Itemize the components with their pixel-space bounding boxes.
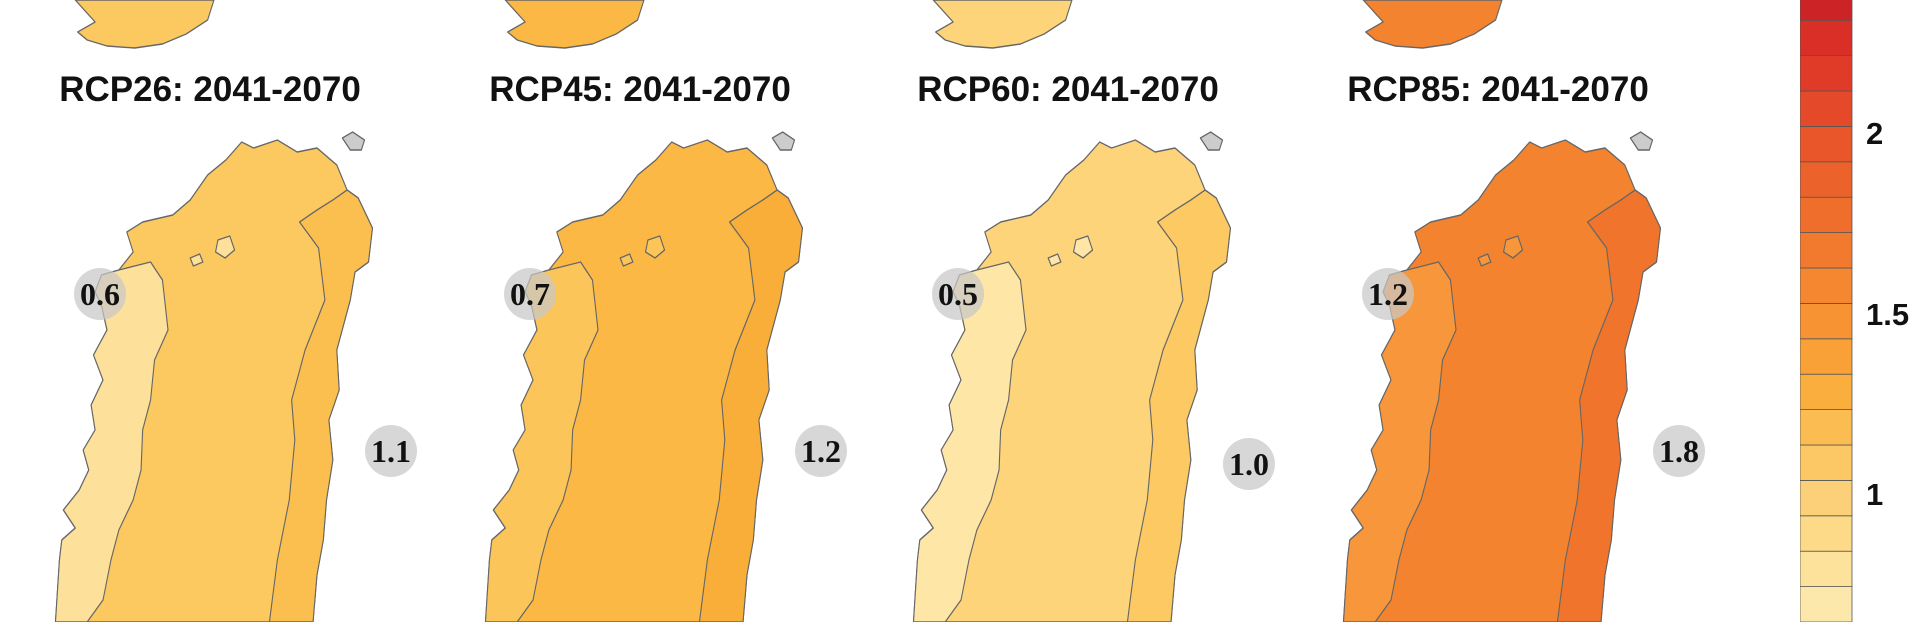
map-top-stub bbox=[1362, 0, 1503, 49]
west-value-marker: 1.2 bbox=[1362, 268, 1414, 320]
map-panel-3: RCP60: 2041-2070 0.5 1.0 bbox=[858, 0, 1278, 622]
lough-1 bbox=[214, 235, 236, 259]
colorbar-cell bbox=[1799, 444, 1853, 481]
legend-tick-2: 2 bbox=[1866, 116, 1884, 151]
colorbar-cell bbox=[1799, 55, 1853, 92]
west-value-marker: 0.6 bbox=[74, 268, 126, 320]
colorbar bbox=[1799, 0, 1853, 623]
east-contour-region bbox=[1126, 189, 1232, 622]
lough-1 bbox=[644, 235, 666, 259]
map-panel-4: RCP85: 2041-2070 1.2 1.8 bbox=[1288, 0, 1708, 622]
scotland-tip bbox=[1199, 131, 1224, 151]
colorbar-cell bbox=[1799, 161, 1853, 198]
east-contour-region bbox=[1556, 189, 1662, 622]
panel-title: RCP26: 2041-2070 bbox=[59, 70, 361, 109]
map-panel-2: RCP45: 2041-2070 0.7 1.2 bbox=[430, 0, 850, 622]
lough-2 bbox=[189, 253, 204, 267]
lough-2 bbox=[619, 253, 634, 267]
ireland-map bbox=[484, 0, 804, 622]
lough-2 bbox=[1047, 253, 1062, 267]
colorbar-cell bbox=[1799, 0, 1853, 21]
panel-title: RCP45: 2041-2070 bbox=[489, 70, 791, 109]
east-value-marker: 1.0 bbox=[1223, 438, 1275, 490]
panel-title: RCP85: 2041-2070 bbox=[1347, 70, 1649, 109]
colorbar-cell bbox=[1799, 302, 1853, 340]
map-top-stub bbox=[504, 0, 645, 49]
east-contour-region bbox=[268, 189, 374, 622]
east-contour-region bbox=[698, 189, 804, 622]
scotland-tip bbox=[341, 131, 366, 151]
colorbar-cell bbox=[1799, 196, 1853, 233]
colorbar-cell bbox=[1799, 550, 1853, 588]
west-value-marker: 0.7 bbox=[504, 268, 556, 320]
lough-1 bbox=[1502, 235, 1524, 259]
colorbar-legend: 2 1.5 1 bbox=[1799, 0, 1926, 623]
colorbar-cell bbox=[1799, 19, 1853, 57]
colorbar-cell bbox=[1799, 409, 1853, 446]
colorbar-cell bbox=[1799, 232, 1853, 269]
east-value-marker: 1.2 bbox=[795, 425, 847, 477]
east-value-marker: 1.8 bbox=[1653, 425, 1705, 477]
colorbar-cell bbox=[1799, 586, 1853, 623]
ireland-map bbox=[54, 0, 374, 622]
lough-1 bbox=[1072, 235, 1094, 259]
east-value-marker: 1.1 bbox=[365, 425, 417, 477]
colorbar-cell bbox=[1799, 373, 1853, 411]
colorbar-cell bbox=[1799, 267, 1853, 304]
map-panel-1: RCP26: 2041-2070 0.6 1.1 bbox=[0, 0, 420, 622]
colorbar-cell bbox=[1799, 515, 1853, 552]
scotland-tip bbox=[771, 131, 796, 151]
map-top-stub bbox=[932, 0, 1073, 49]
colorbar-cell bbox=[1799, 126, 1853, 163]
ireland-map bbox=[1342, 0, 1662, 622]
lough-2 bbox=[1477, 253, 1492, 267]
west-value-marker: 0.5 bbox=[932, 268, 984, 320]
map-top-stub bbox=[74, 0, 215, 49]
colorbar-cell bbox=[1799, 479, 1853, 517]
colorbar-cell bbox=[1799, 338, 1853, 375]
colorbar-cell bbox=[1799, 90, 1853, 127]
legend-tick-1: 1 bbox=[1866, 477, 1884, 512]
panel-title: RCP60: 2041-2070 bbox=[917, 70, 1219, 109]
ireland-map bbox=[912, 0, 1232, 622]
legend-tick-1-5: 1.5 bbox=[1866, 297, 1910, 332]
scotland-tip bbox=[1629, 131, 1654, 151]
